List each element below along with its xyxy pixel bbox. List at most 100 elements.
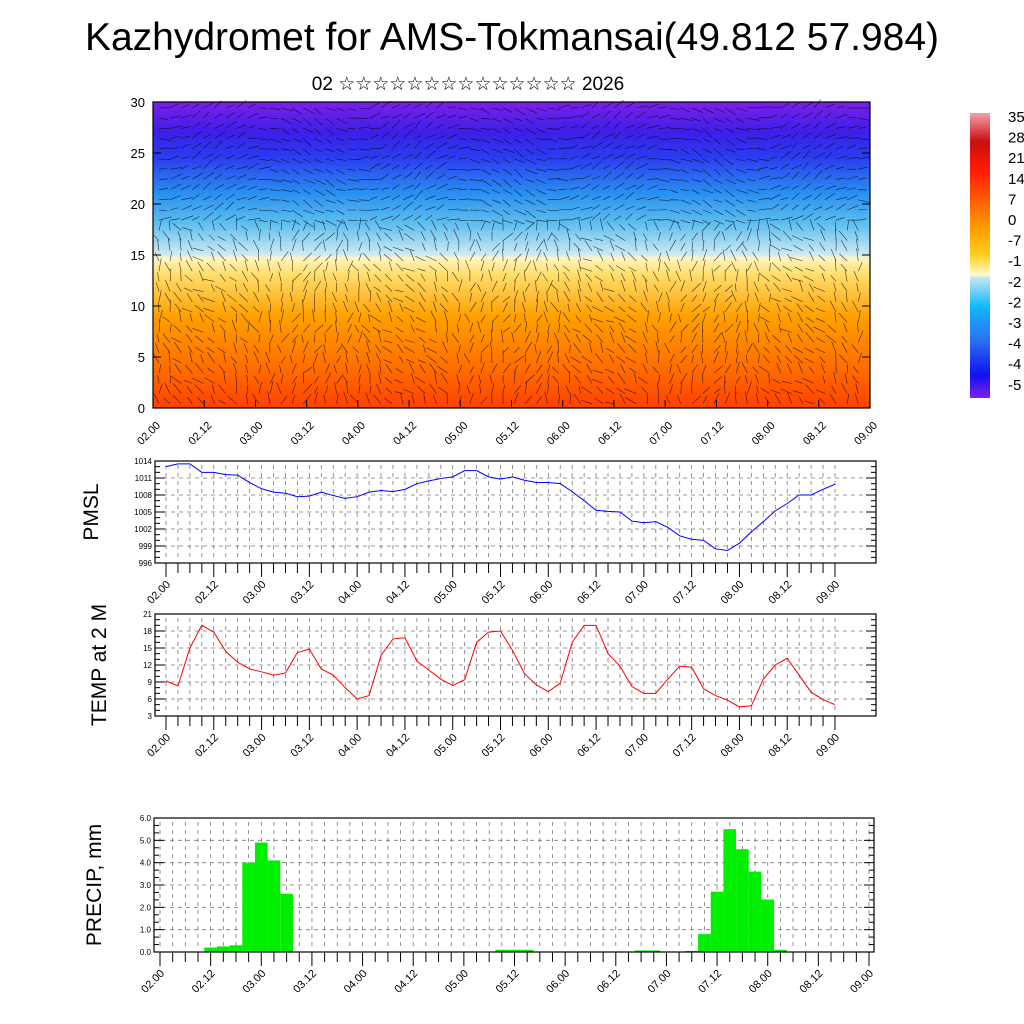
wind-barb (524, 313, 526, 323)
wind-barb (652, 366, 659, 374)
wind-barb (476, 239, 482, 251)
wind-barb (394, 379, 404, 384)
wind-barb (787, 332, 792, 343)
wind-barb (764, 332, 770, 343)
wind-barb (804, 305, 815, 313)
wind-barb (846, 292, 848, 302)
wind-barb (613, 172, 624, 180)
wind-barb (303, 128, 314, 133)
wind-barb (458, 179, 467, 181)
wind-barb (782, 305, 792, 313)
wind-barb (758, 302, 761, 313)
wind-barb (658, 148, 672, 151)
wind-barb (480, 189, 491, 194)
wind-barb (769, 293, 771, 302)
wind-barb (584, 240, 593, 251)
wind-barb (680, 189, 689, 191)
y-tick-label: 5.0 (140, 836, 152, 845)
wind-barb (536, 322, 538, 333)
wind-barb (491, 295, 499, 303)
wind-barb (238, 241, 249, 252)
wind-barb (702, 248, 708, 262)
x-tick-label: 05.12 (480, 579, 508, 607)
wind-barb (833, 371, 837, 384)
wind-barb (369, 112, 381, 119)
wind-barb (766, 219, 770, 231)
wind-barb (770, 297, 781, 303)
wind-barb (184, 287, 193, 292)
wind-barb (361, 324, 371, 333)
wind-barb (358, 117, 368, 120)
wind-barb (735, 302, 743, 313)
wind-barb (164, 292, 171, 302)
wind-barb (847, 125, 860, 129)
wind-barb (417, 282, 426, 292)
wind-barb (162, 333, 171, 343)
y-axis-label: TEMP at 2 M (88, 604, 111, 726)
wind-barb (666, 269, 670, 282)
wind-barb (502, 189, 513, 195)
wind-barb (184, 380, 193, 384)
wind-barb (447, 198, 457, 201)
wind-barb (269, 168, 280, 173)
wind-barb (786, 273, 792, 282)
wind-barb (437, 386, 448, 394)
x-tick-label: 05.12 (494, 420, 522, 448)
wind-barb (536, 271, 542, 282)
wind-barb (689, 269, 693, 282)
wind-barb (277, 261, 282, 272)
wind-barb (513, 300, 516, 313)
wind-barb (735, 269, 739, 282)
wind-barb (225, 134, 235, 139)
wind-barb (853, 270, 859, 282)
wind-barb (281, 209, 292, 212)
wind-barb (236, 197, 247, 201)
y-tick-label: 25 (131, 146, 145, 161)
wind-barb (680, 294, 687, 302)
wind-barb (836, 196, 848, 201)
wind-barb (163, 397, 171, 405)
wind-barb (336, 332, 339, 343)
wind-barb (760, 388, 770, 394)
wind-barb (169, 268, 172, 282)
wind-barb (514, 355, 524, 364)
wind-barb (247, 217, 261, 221)
x-tick-label: 04.00 (336, 732, 364, 760)
wind-barb (268, 311, 271, 323)
wind-barb (502, 384, 505, 394)
wind-barb (791, 123, 801, 129)
wind-barb (802, 123, 811, 129)
wind-barb (782, 265, 792, 272)
colorbar-label: 28 (1008, 130, 1024, 147)
wind-barb (417, 386, 426, 394)
wind-barb (247, 320, 250, 333)
wind-barb (652, 271, 659, 282)
wind-barb (792, 390, 803, 394)
wind-barb (824, 193, 836, 201)
wind-barb (591, 212, 601, 221)
wind-barb (735, 361, 740, 374)
wind-barb (658, 127, 671, 129)
wind-barb (824, 122, 837, 129)
wind-barb (833, 282, 837, 292)
wind-barb (477, 320, 482, 333)
wind-barb (425, 206, 436, 211)
x-tick-label: 07.12 (699, 420, 727, 448)
wind-barb (758, 353, 760, 364)
wind-barb (431, 219, 437, 231)
wind-barb (301, 239, 304, 251)
wind-barb (771, 275, 781, 282)
wind-barb (411, 373, 415, 384)
wind-barb (702, 148, 712, 153)
wind-barb (170, 115, 181, 119)
wind-barb (292, 189, 301, 194)
wind-barb (458, 395, 462, 404)
wind-barb (625, 145, 636, 150)
wind-barb (249, 323, 260, 333)
wind-barb (480, 117, 491, 120)
wind-barb (223, 352, 226, 364)
wind-barb (214, 214, 222, 221)
wind-barb (447, 134, 457, 139)
wind-barb (613, 154, 625, 160)
